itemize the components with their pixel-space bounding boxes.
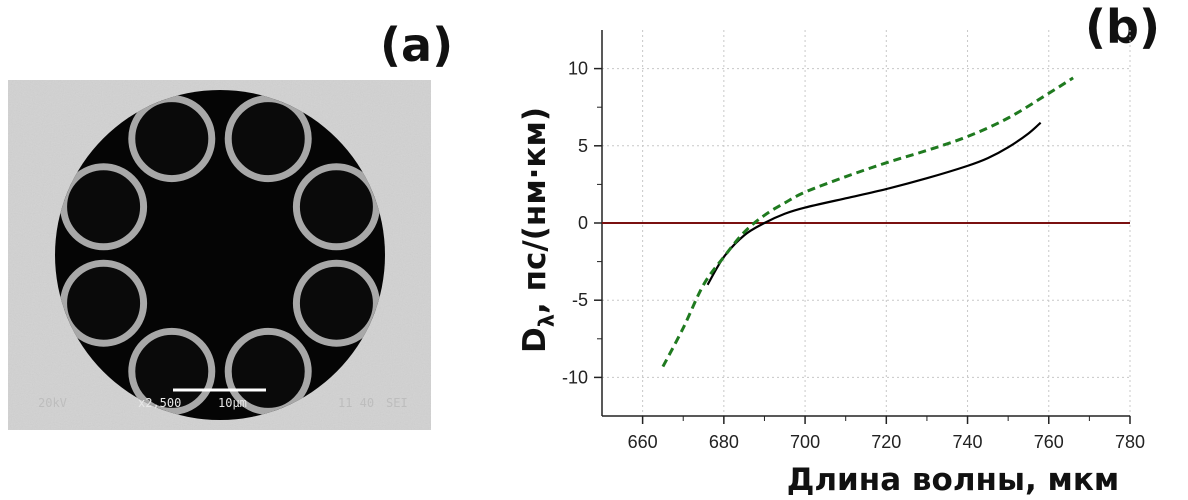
y-axis-title-rest: , пс/(нм·км) [517, 107, 553, 314]
capillary-tube [224, 95, 312, 183]
panel-label-b: (b) [1085, 0, 1160, 54]
y-tick-label: 5 [578, 136, 588, 156]
x-tick-label: 720 [871, 432, 901, 452]
sem-footer-kv: 20kV [38, 396, 67, 410]
sem-footer-mag: x2,500 [138, 396, 181, 410]
x-tick-label: 680 [709, 432, 739, 452]
x-tick-label: 660 [628, 432, 658, 452]
y-tick-label: -5 [572, 290, 588, 310]
y-axis-title-sub: λ [535, 314, 559, 327]
dispersion-chart: 660 680 700 720 740 760 780 10 5 0 -5 -10 Длина вол… [517, 30, 1145, 498]
svg-text:Dλ, пс/(нм·км): Dλ, пс/(нм·км) [517, 107, 559, 353]
x-tick-label: 760 [1034, 432, 1064, 452]
capillary-tube [60, 259, 148, 347]
x-tick-label: 700 [790, 432, 820, 452]
capillary-tube [60, 163, 148, 251]
chart-series [602, 76, 1130, 368]
series-solid-line [706, 121, 1042, 286]
sem-micrograph: 20kV x2,500 10µm 11 40 SEI [8, 80, 431, 430]
panel-label-a: (a) [380, 18, 454, 72]
sem-scale-label: 10µm [218, 396, 247, 410]
y-tick-label: -10 [562, 367, 588, 387]
sem-footer-wd: 11 40 [338, 396, 374, 410]
y-axis-title: Dλ, пс/(нм·км) [517, 107, 559, 353]
x-axis-title: Длина волны, мкм [787, 462, 1120, 498]
y-tick-label: 10 [568, 59, 588, 79]
chart-ticks: 660 680 700 720 740 760 780 10 5 0 -5 -10 [562, 59, 1145, 452]
capillary-ring [60, 95, 380, 415]
capillary-tube [292, 163, 380, 251]
y-axis-title-main: D [517, 327, 553, 353]
x-tick-label: 740 [953, 432, 983, 452]
fiber-hollow-core [55, 90, 385, 420]
x-tick-label: 780 [1115, 432, 1145, 452]
sem-footer-mode: SEI [386, 396, 408, 410]
capillary-tube [292, 259, 380, 347]
y-tick-label: 0 [578, 213, 588, 233]
series-dashed-line [661, 76, 1074, 368]
capillary-tube [128, 95, 216, 183]
